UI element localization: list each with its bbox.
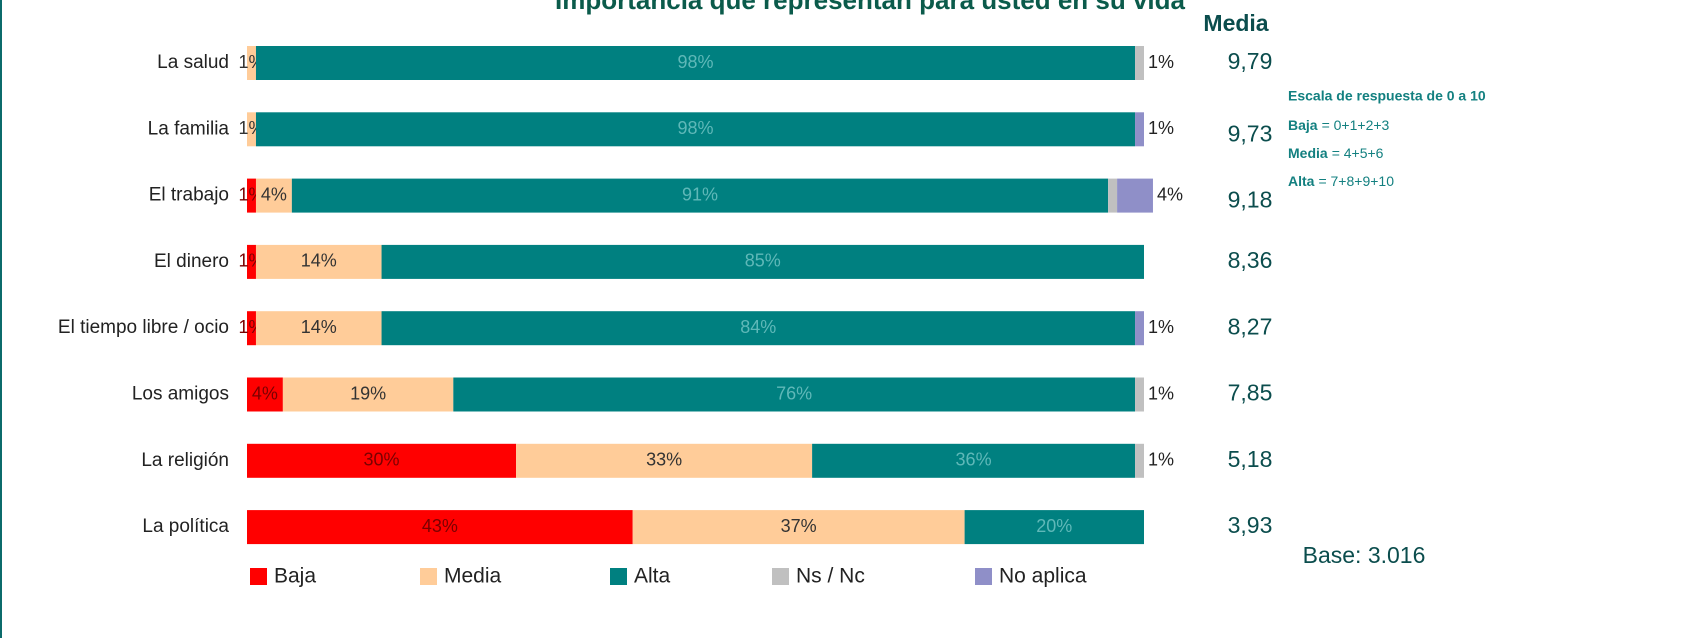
bar-segment [247, 510, 633, 545]
media-value: 9,18 [1228, 187, 1273, 213]
category-label: La familia [148, 118, 230, 139]
bar-segment [247, 443, 517, 478]
note-line: Media = 4+5+6 [1288, 145, 1384, 161]
bar-segment [1135, 311, 1144, 346]
chart-title: Importancia que representan para usted e… [555, 0, 1186, 15]
note-text: = 4+5+6 [1332, 145, 1384, 161]
media-header: Media [1203, 10, 1268, 36]
value-label: 20% [1036, 516, 1072, 536]
category-label: La salud [157, 52, 229, 73]
bar-segment [255, 244, 382, 279]
category-label: El tiempo libre / ocio [58, 317, 229, 338]
media-value: 8,36 [1228, 247, 1273, 273]
value-label: 4% [1157, 184, 1183, 204]
bar-segment [964, 510, 1144, 545]
value-label: 4% [261, 184, 287, 204]
category-label: La religión [141, 450, 229, 471]
note-text: = 7+8+9+10 [1318, 173, 1394, 189]
bar-segment [247, 112, 256, 147]
note-term: Alta [1288, 173, 1315, 189]
media-value: 7,85 [1228, 380, 1273, 406]
bar-segment [1135, 443, 1144, 478]
value-label: 91% [682, 184, 718, 204]
bar-segment [255, 112, 1136, 147]
legend-swatch [610, 568, 627, 585]
value-label: 1% [1148, 383, 1174, 403]
value-label: 14% [301, 251, 337, 271]
media-value: 9,73 [1228, 120, 1273, 146]
media-value: 9,79 [1228, 48, 1273, 74]
category-label: La política [142, 516, 229, 537]
bar-segment [812, 443, 1136, 478]
legend-label: No aplica [999, 565, 1087, 588]
note-term: Media [1288, 145, 1328, 161]
media-value: 5,18 [1228, 446, 1273, 472]
legend-swatch [975, 568, 992, 585]
value-label: 1% [1148, 317, 1174, 337]
bar-segment [255, 46, 1136, 80]
bar-segment [1135, 112, 1144, 147]
value-label: 14% [301, 317, 337, 337]
value-label: 1% [1148, 450, 1174, 470]
category-label: El dinero [154, 251, 229, 272]
media-value: 3,93 [1228, 512, 1273, 538]
bar-segment [282, 377, 454, 412]
value-label: 76% [776, 383, 812, 403]
base-note: Base: 3.016 [1303, 542, 1426, 568]
value-label: 1% [1148, 52, 1174, 72]
legend-label: Alta [634, 565, 671, 588]
media-value: 8,27 [1228, 313, 1273, 339]
bar-segment [1117, 178, 1153, 213]
value-label: 85% [745, 251, 781, 271]
value-label: 30% [364, 450, 400, 470]
value-label: 43% [422, 516, 458, 536]
note-line: Alta = 7+8+9+10 [1288, 173, 1394, 189]
legend-swatch [250, 568, 267, 585]
bar-segment [247, 311, 256, 346]
value-label: 19% [350, 383, 386, 403]
bar-segment [291, 178, 1109, 213]
value-label: 36% [956, 450, 992, 470]
bar-segment [247, 46, 256, 80]
legend-label: Media [444, 565, 502, 588]
note-term: Baja [1288, 117, 1318, 133]
bar-segment [247, 178, 256, 213]
note-text: = 0+1+2+3 [1322, 117, 1390, 133]
legend-label: Ns / Nc [796, 565, 865, 588]
bar-segment [516, 443, 813, 478]
bar-segment [1135, 377, 1144, 412]
value-label: 84% [740, 317, 776, 337]
bar-segment [1108, 178, 1118, 213]
legend-swatch [772, 568, 789, 585]
value-label: 33% [646, 450, 682, 470]
category-label: Los amigos [132, 384, 229, 405]
value-label: 4% [252, 383, 278, 403]
value-label: 37% [781, 516, 817, 536]
legend-swatch [420, 568, 437, 585]
bar-segment [255, 311, 382, 346]
value-label: 1% [1148, 118, 1174, 138]
note-line: Baja = 0+1+2+3 [1288, 117, 1390, 133]
bar-segment [247, 244, 256, 279]
bar-segment [381, 311, 1136, 346]
value-label: 98% [677, 118, 713, 138]
bar-segment [632, 510, 965, 545]
note-title: Escala de respuesta de 0 a 10 [1288, 88, 1486, 104]
bar-segment [247, 377, 283, 412]
bar-segment [381, 244, 1144, 279]
bar-segment [255, 178, 292, 213]
value-label: 98% [677, 52, 713, 72]
bar-segment [453, 377, 1136, 412]
legend-label: Baja [274, 565, 316, 588]
category-label: El trabajo [149, 185, 229, 206]
bar-segment [1135, 46, 1144, 80]
